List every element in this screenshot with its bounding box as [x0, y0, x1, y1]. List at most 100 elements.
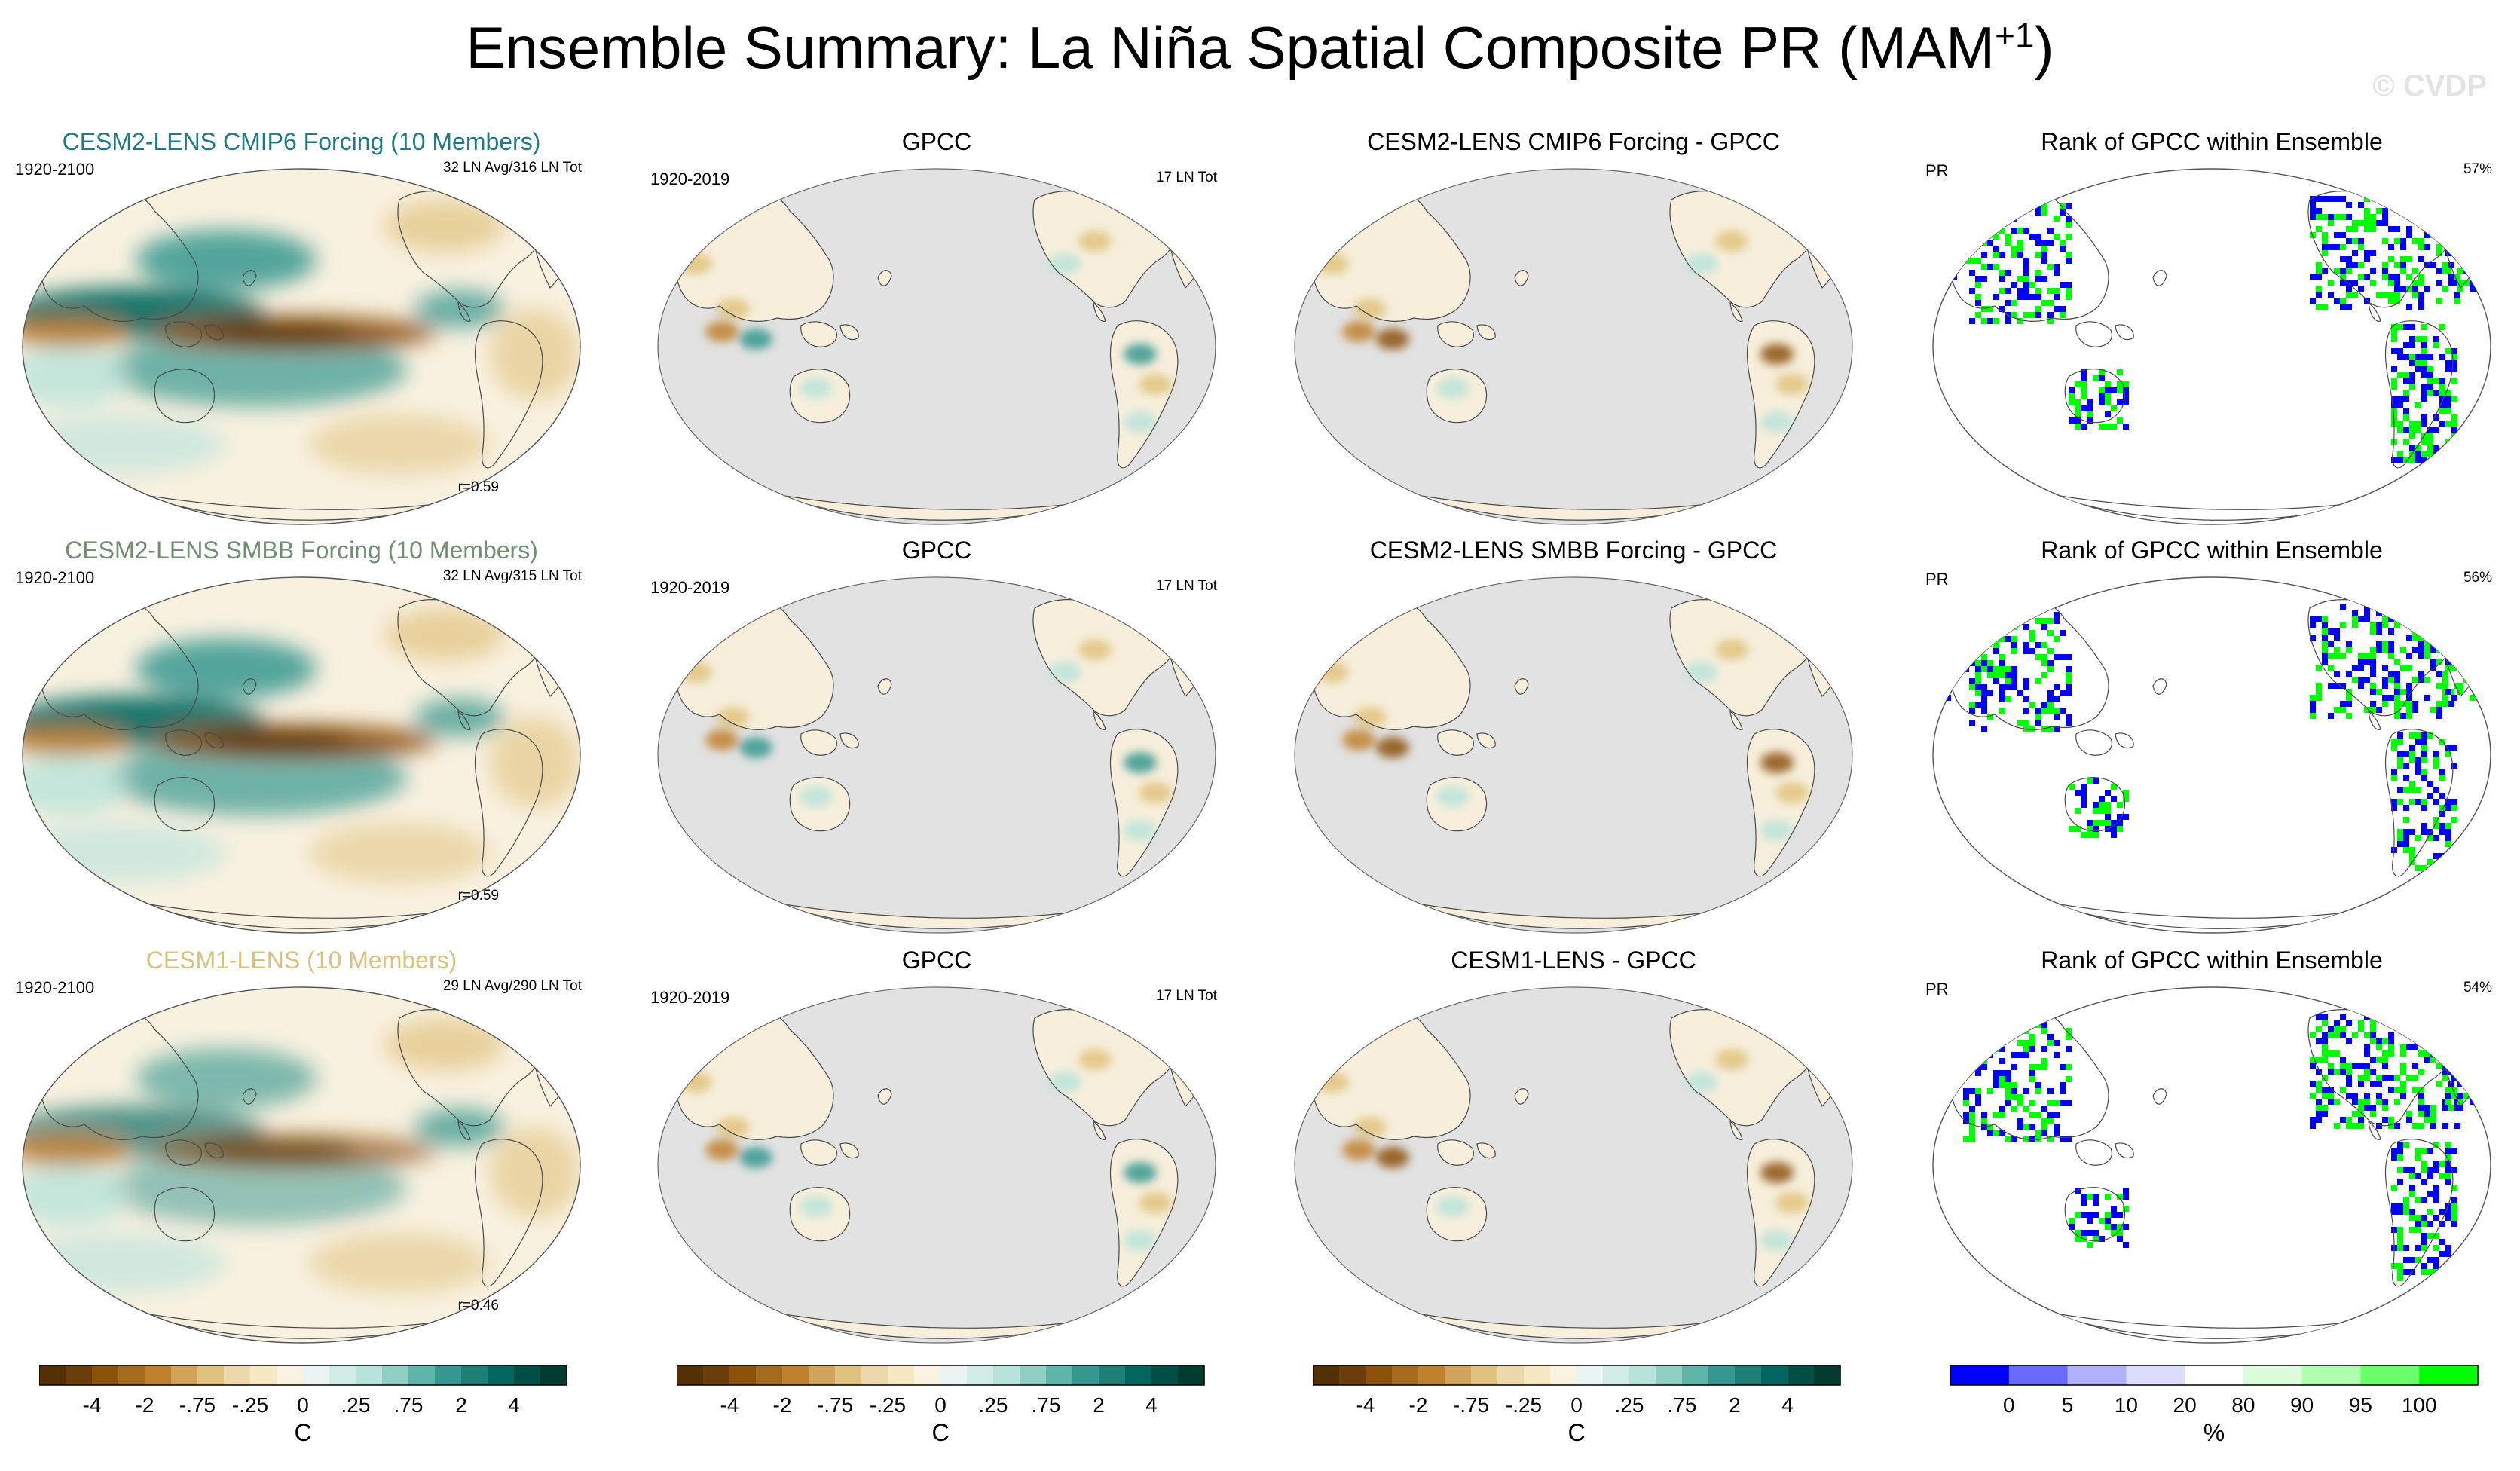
colorbar-frame: [1950, 1365, 2479, 1386]
colorbar-swatch: [382, 1365, 409, 1385]
colorbar-swatch: [914, 1365, 941, 1385]
colorbar-swatch: [171, 1365, 198, 1385]
colorbar-swatch: [888, 1365, 915, 1385]
map-outline: [22, 168, 581, 525]
colorbar-tick-label: -.75: [179, 1393, 216, 1417]
colorbar-swatch: [1550, 1365, 1577, 1385]
colorbar-swatch: [1366, 1365, 1393, 1385]
colorbar-swatch: [1603, 1365, 1630, 1385]
colorbar-swatch: [118, 1365, 145, 1385]
colorbar-tick-label: -2: [136, 1393, 154, 1417]
colorbar-tick-label: 95: [2349, 1393, 2372, 1417]
colorbar-swatch: [1682, 1365, 1709, 1385]
colorbar-swatch: [1735, 1365, 1762, 1385]
panel-title: Rank of GPCC within Ensemble: [2041, 947, 2383, 974]
panel-title: CESM2-LENS SMBB Forcing - GPCC: [1369, 537, 1778, 564]
colorbar-swatch: [967, 1365, 994, 1385]
colorbar-tick-label: 10: [2115, 1393, 2138, 1417]
colorbar-unit: C: [1567, 1419, 1585, 1446]
colorbar-swatch: [993, 1365, 1020, 1385]
panel-rank-row1: Rank of GPCC within Ensemble PR 57%: [1918, 128, 2506, 528]
map-rank-row2: [1932, 576, 2491, 934]
variable-label: PR: [1925, 161, 1949, 180]
panel-title: CESM1-LENS - GPCC: [1451, 947, 1696, 974]
colorbar-tick-label: 90: [2290, 1393, 2314, 1417]
panel-title: CESM1-LENS (10 Members): [145, 947, 457, 974]
rank-percent-label: 56%: [2463, 570, 2492, 586]
colorbar-tick-label: .25: [979, 1393, 1008, 1417]
panel-model-row1: CESM2-LENS CMIP6 Forcing (10 Members) 192…: [8, 128, 595, 528]
colorbar-swatch: [1418, 1365, 1445, 1385]
colorbar-tick-label: -.25: [870, 1393, 906, 1417]
panel-model-row3: CESM1-LENS (10 Members) 1920-2100 29 LN Av…: [8, 947, 595, 1346]
colorbar-swatch: [1950, 1365, 2010, 1385]
map-outline: [657, 576, 1216, 934]
colorbar-swatch: [461, 1365, 488, 1385]
map-diff-row2: [1294, 576, 1853, 934]
colorbar-swatch: [809, 1365, 836, 1385]
colorbar-swatch: [303, 1365, 330, 1385]
colorbar-tick-label: -2: [773, 1393, 792, 1417]
colorbar-swatch: [1788, 1365, 1815, 1385]
colorbar-unit: %: [2203, 1419, 2225, 1446]
colorbar-swatch: [2243, 1365, 2303, 1385]
colorbar-tick-label: .25: [341, 1393, 371, 1417]
panel-diff-row2: CESM2-LENS SMBB Forcing - GPCC: [1280, 537, 1867, 936]
colorbar-swatch: [1629, 1365, 1656, 1385]
colorbar-swatch: [1577, 1365, 1604, 1385]
map-model-row3: [22, 986, 581, 1344]
colorbar-tick-label: 4: [1145, 1393, 1158, 1417]
colorbar-tick-label: 100: [2402, 1393, 2437, 1417]
colorbar-swatch: [782, 1365, 809, 1385]
colorbar-swatch: [356, 1365, 383, 1385]
colorbar-swatch: [488, 1365, 515, 1385]
colorbar-tick-label: .25: [1615, 1393, 1644, 1417]
panel-title: Rank of GPCC within Ensemble: [2041, 128, 2383, 155]
rank-colorbar: 0 5 10 20 80 90 95 100%: [1950, 1365, 2479, 1446]
colorbar-swatch: [2301, 1365, 2362, 1385]
panel-title: GPCC: [901, 537, 972, 564]
colorbar-swatch: [1178, 1365, 1205, 1385]
panel-obs-row1: GPCC 1920-2019 17 LN Tot: [643, 128, 1231, 528]
rank-percent-label: 54%: [2463, 980, 2492, 995]
colorbar-swatch: [2067, 1365, 2127, 1385]
colorbar-swatch: [1099, 1365, 1126, 1385]
variable-label: PR: [1925, 570, 1949, 589]
colorbar-swatch: [1656, 1365, 1683, 1385]
panel-obs-row3: GPCC 1920-2019 17 LN Tot: [643, 947, 1231, 1346]
colorbar-swatch: [835, 1365, 862, 1385]
figure-title: Ensemble Summary: La Niña Spatial Compos…: [466, 14, 2054, 81]
colorbar-tick-label: .75: [394, 1393, 424, 1417]
colorbar-frame: [39, 1365, 567, 1386]
colorbar-swatch: [224, 1365, 251, 1385]
colorbar-tick-label: -4: [720, 1393, 739, 1417]
colorbar-swatch: [2360, 1365, 2420, 1385]
map-diff-row3: [1294, 986, 1853, 1344]
period-label: 1920-2019: [650, 988, 730, 1007]
colorbar-tick-label: -.25: [232, 1393, 268, 1417]
colorbar-frame: [1313, 1365, 1841, 1386]
event-count-label: 17 LN Tot: [1156, 578, 1217, 594]
colorbar-swatch: [2185, 1365, 2244, 1385]
panel-rank-row3: Rank of GPCC within Ensemble PR 54%: [1918, 947, 2506, 1346]
colorbar-swatch: [514, 1365, 541, 1385]
pattern-correlation: r=0.59: [457, 479, 499, 495]
map-outline: [1294, 576, 1853, 934]
colorbar-swatch: [1151, 1365, 1179, 1385]
colorbar-tick-label: 4: [508, 1393, 520, 1417]
colorbar-unit: C: [294, 1419, 311, 1446]
panel-obs-row2: GPCC 1920-2019 17 LN Tot: [643, 537, 1231, 936]
colorbar-swatch: [540, 1365, 567, 1385]
colorbar-swatch: [408, 1365, 436, 1385]
map-outline: [22, 986, 581, 1344]
colorbar-tick-label: 2: [1093, 1393, 1105, 1417]
colorbar-swatch: [1524, 1365, 1551, 1385]
colorbar-tick-label: 2: [1729, 1393, 1741, 1417]
map-rank-row3: [1932, 986, 2491, 1344]
colorbar-swatch: [861, 1365, 888, 1385]
pattern-correlation: r=0.59: [457, 888, 499, 904]
map-outline: [657, 986, 1216, 1344]
map-model-row1: [22, 168, 581, 525]
map-diff-row1: [1294, 168, 1853, 525]
colorbar-tick-label: 5: [2062, 1393, 2074, 1417]
